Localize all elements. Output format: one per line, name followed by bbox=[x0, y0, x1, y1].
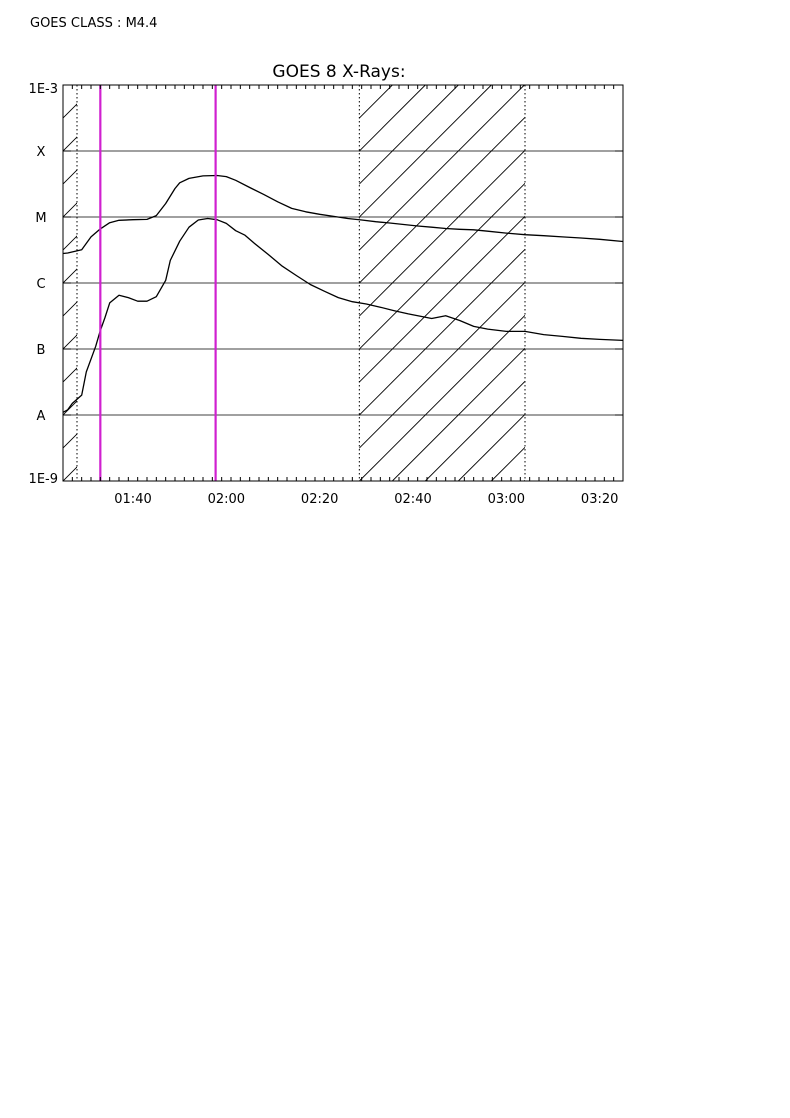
x-tick-label: 02:40 bbox=[394, 492, 431, 507]
x-tick-label: 03:20 bbox=[581, 492, 618, 507]
x-axis-ticks: 01:40 02:00 02:20 02:40 03:00 03:20 bbox=[62, 85, 624, 507]
y-tick-label: M bbox=[35, 211, 46, 226]
series-line-2 bbox=[63, 217, 623, 413]
y-tick-label: 1E-9 bbox=[29, 472, 58, 487]
grid-lines bbox=[63, 150, 623, 416]
y-tick-label: A bbox=[37, 409, 46, 424]
y-tick-label: X bbox=[37, 145, 46, 160]
y-axis-ticks: 1E-3 X M C B A 1E-9 bbox=[29, 82, 623, 487]
chart-title: GOES 8 X-Rays: bbox=[272, 62, 405, 82]
vertical-markers bbox=[99, 85, 217, 481]
hatch-line bbox=[63, 85, 64, 86]
hatch-line bbox=[0, 85, 30, 481]
y-tick-label: B bbox=[37, 343, 46, 358]
series-lines bbox=[63, 174, 623, 413]
goes-class-label: GOES CLASS : M4.4 bbox=[30, 16, 158, 31]
x-tick-label: 02:00 bbox=[208, 492, 245, 507]
series-line-1 bbox=[63, 174, 623, 255]
x-tick-label: 01:40 bbox=[114, 492, 151, 507]
x-tick-label: 02:20 bbox=[301, 492, 338, 507]
y-tick-label: 1E-3 bbox=[29, 82, 58, 97]
x-tick-label: 03:00 bbox=[488, 492, 525, 507]
y-tick-label: C bbox=[36, 277, 45, 292]
